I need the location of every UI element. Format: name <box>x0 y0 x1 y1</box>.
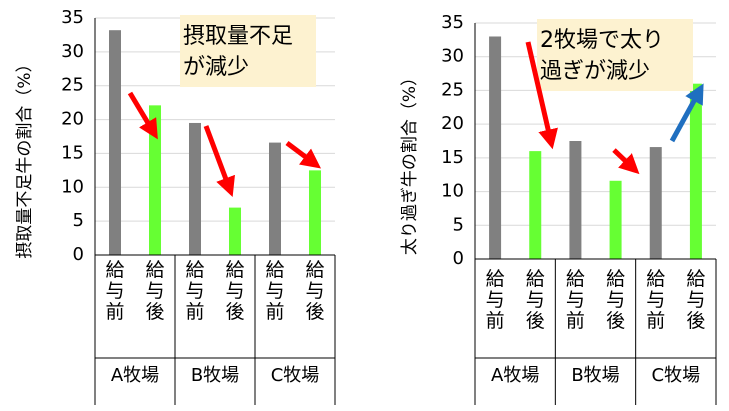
bars <box>489 36 702 259</box>
bar <box>189 122 201 255</box>
y-tick-label: 20 <box>61 109 84 130</box>
chart-underfeeding: 0 5 10 15 20 25 30 35 給与前 給与後 給与前 給与後 給与前 給与後 A牧場 B牧場… <box>15 7 336 405</box>
group-label: A牧場 <box>111 365 159 386</box>
category-label: 給与後 <box>145 259 164 323</box>
decrease-arrow <box>612 148 640 175</box>
annotation-line-2: が減少 <box>183 55 249 80</box>
bars <box>109 30 321 256</box>
category-label: 給与後 <box>686 268 705 332</box>
group-label: C牧場 <box>271 365 320 386</box>
bar <box>609 180 622 259</box>
y-axis-title: 太り過ぎ牛の割合（%） <box>400 69 420 255</box>
group-labels: A牧場 B牧場 C牧場 <box>491 365 700 386</box>
bar <box>229 207 241 255</box>
y-tick-labels: 0 5 10 15 20 25 30 35 <box>441 12 464 269</box>
y-tick-label: 30 <box>441 46 464 67</box>
bar <box>309 170 321 255</box>
bar <box>689 83 702 259</box>
decrease-arrow <box>203 125 235 198</box>
table-lines <box>474 23 717 405</box>
y-tick-label: 15 <box>441 147 464 168</box>
y-tick-labels: 0 5 10 15 20 25 30 35 <box>61 7 84 265</box>
bar <box>489 36 502 259</box>
category-label: 給与前 <box>566 268 585 332</box>
category-labels: 給与前 給与後 給与前 給与後 給与前 給与後 <box>105 259 324 323</box>
y-tick-label: 0 <box>73 244 84 265</box>
bar <box>569 141 582 259</box>
decrease-arrow <box>285 141 321 169</box>
bar <box>149 105 161 255</box>
y-tick-label: 0 <box>453 248 464 269</box>
category-label: 給与前 <box>105 259 124 323</box>
arrows <box>525 41 704 175</box>
bar <box>109 30 121 256</box>
bar <box>649 147 662 259</box>
y-tick-label: 5 <box>453 214 464 235</box>
category-label: 給与後 <box>225 259 244 323</box>
group-label: B牧場 <box>191 365 239 386</box>
y-tick-label: 15 <box>61 142 84 163</box>
category-labels: 給与前 給与後 給与前 給与後 給与前 給与後 <box>486 268 706 332</box>
increase-arrow <box>669 83 704 143</box>
group-labels: A牧場 B牧場 C牧場 <box>111 365 319 386</box>
bar <box>269 142 281 255</box>
decrease-arrow <box>525 41 558 150</box>
arrows <box>127 91 321 198</box>
y-tick-label: 35 <box>441 12 464 33</box>
category-label: 給与前 <box>185 259 204 323</box>
annotation-box: 摂取量不足 が減少 <box>180 15 316 87</box>
annotation-background <box>180 15 316 87</box>
y-axis-title: 摂取量不足牛の割合（%） <box>15 55 35 258</box>
category-label: 給与前 <box>486 268 505 332</box>
group-label: B牧場 <box>571 365 619 386</box>
group-label: A牧場 <box>491 365 539 386</box>
annotation-background <box>537 19 693 91</box>
annotation-line-2: 過ぎが減少 <box>540 59 650 84</box>
group-label: C牧場 <box>652 365 701 386</box>
y-tick-label: 10 <box>441 181 464 202</box>
category-label: 給与後 <box>305 259 324 323</box>
category-label: 給与前 <box>265 259 284 323</box>
decrease-arrow <box>127 91 158 140</box>
annotation-line-1: 摂取量不足 <box>183 24 293 49</box>
y-tick-label: 10 <box>61 176 84 197</box>
category-label: 給与後 <box>526 268 545 332</box>
category-label: 給与前 <box>646 268 665 332</box>
y-tick-label: 30 <box>61 41 84 62</box>
chart-overweight: 0 5 10 15 20 25 30 35 給与前 給与後 給与前 給与後 給与前 給与後 A牧場 B牧場… <box>400 12 717 405</box>
category-label: 給与後 <box>606 268 625 332</box>
y-tick-label: 20 <box>441 113 464 134</box>
annotation-box: 2牧場で太り 過ぎが減少 <box>537 19 693 91</box>
y-tick-label: 5 <box>73 210 84 231</box>
y-tick-label: 35 <box>61 7 84 28</box>
bar <box>529 151 542 259</box>
annotation-line-1: 2牧場で太り <box>540 28 664 53</box>
table-lines <box>94 18 336 405</box>
y-tick-label: 25 <box>441 79 464 100</box>
y-tick-label: 25 <box>61 75 84 96</box>
